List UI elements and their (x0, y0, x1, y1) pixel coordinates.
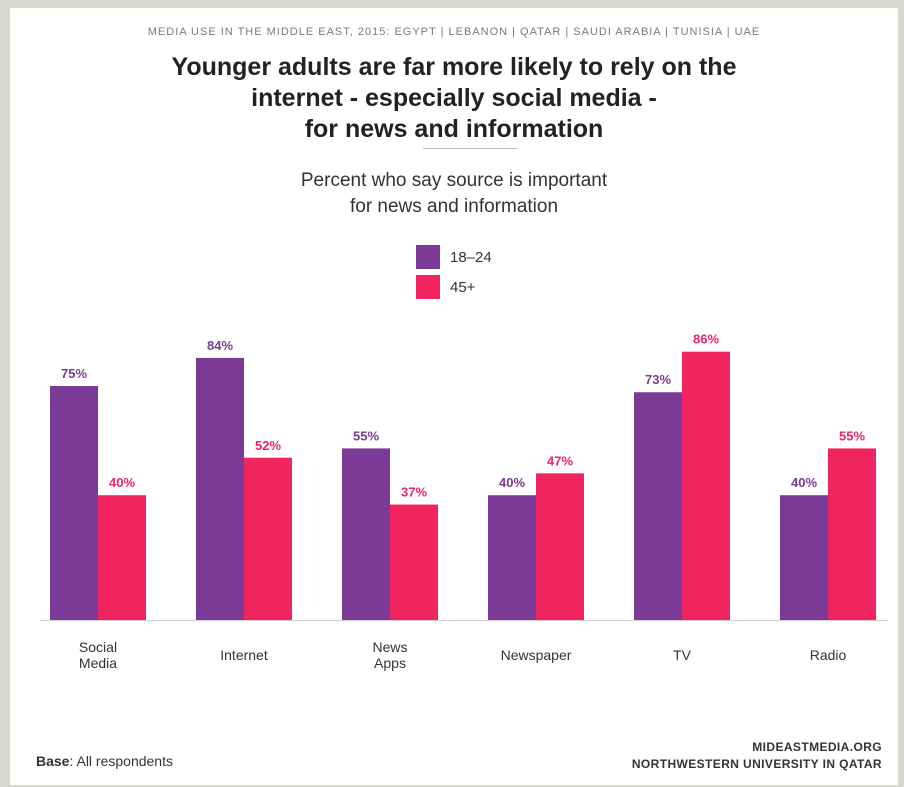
base-key: Base (36, 753, 69, 769)
category-label-radio: Radio (810, 647, 847, 663)
bar-newspaper-45-plus (536, 473, 584, 620)
bar-newspaper-18-24 (488, 495, 536, 620)
data-label-news-apps-45-plus: 37% (401, 485, 427, 500)
bar-social-media-45-plus (98, 495, 146, 620)
data-label-newspaper-18-24: 40% (499, 475, 525, 490)
bar-social-media-18-24 (50, 386, 98, 620)
category-label-tv: TV (673, 647, 692, 663)
chart-card: MEDIA USE IN THE MIDDLE EAST, 2015: EGYP… (10, 8, 898, 785)
data-label-radio-18-24: 40% (791, 475, 817, 490)
source-line-website: MIDEASTMEDIA.ORG (632, 739, 882, 756)
category-label-newspaper: Newspaper (501, 647, 572, 663)
footer-source: MIDEASTMEDIA.ORG NORTHWESTERN UNIVERSITY… (632, 739, 882, 773)
bar-chart: 75% 40% Social Media 84% 52% Internet 55% 37% New… (10, 8, 898, 728)
category-label-internet: Internet (220, 647, 268, 663)
category-label-social-media: Social Media (79, 639, 117, 671)
data-label-social-media-18-24: 75% (61, 366, 87, 381)
data-label-newspaper-45-plus: 47% (547, 453, 573, 468)
category-label-news-apps: News Apps (372, 639, 407, 671)
bar-news-apps-45-plus (390, 505, 438, 620)
base-value: : All respondents (69, 753, 173, 769)
data-label-internet-45-plus: 52% (255, 438, 281, 453)
data-label-tv-45-plus: 86% (693, 332, 719, 347)
data-label-internet-18-24: 84% (207, 338, 233, 353)
data-label-social-media-45-plus: 40% (109, 475, 135, 490)
bar-radio-18-24 (780, 495, 828, 620)
data-label-radio-45-plus: 55% (839, 428, 865, 443)
bar-radio-45-plus (828, 448, 876, 620)
data-label-news-apps-18-24: 55% (353, 428, 379, 443)
bar-news-apps-18-24 (342, 448, 390, 620)
bar-internet-18-24 (196, 358, 244, 620)
bar-internet-45-plus (244, 458, 292, 620)
source-line-institution: NORTHWESTERN UNIVERSITY IN QATAR (632, 756, 882, 773)
bar-tv-45-plus (682, 352, 730, 620)
footer-base-note: Base: All respondents (36, 753, 173, 769)
bar-tv-18-24 (634, 392, 682, 620)
data-label-tv-18-24: 73% (645, 372, 671, 387)
